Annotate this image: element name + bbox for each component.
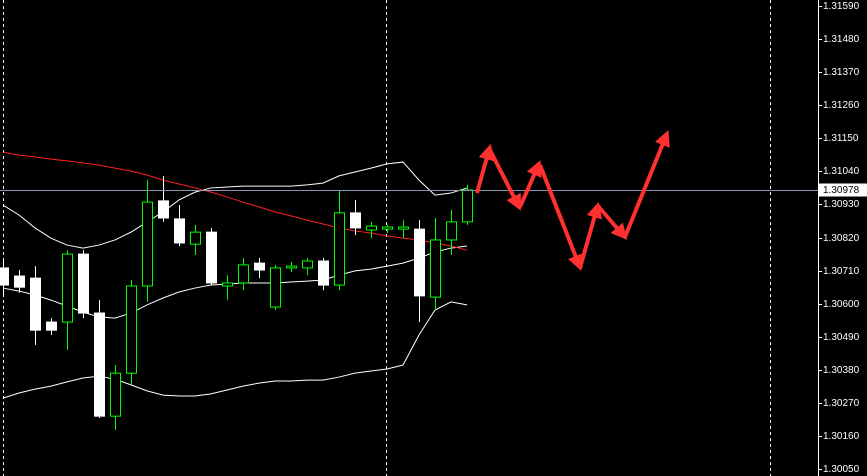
candle bbox=[46, 318, 57, 335]
candle bbox=[158, 175, 169, 222]
candle bbox=[238, 257, 249, 291]
candle bbox=[382, 224, 393, 234]
candle-body bbox=[0, 267, 9, 286]
candle-body bbox=[142, 201, 153, 287]
arrow bbox=[623, 130, 670, 238]
candle-body bbox=[366, 225, 377, 231]
y-tick-label: 1.31370 bbox=[823, 67, 860, 78]
candle bbox=[14, 270, 25, 293]
candle bbox=[78, 250, 89, 319]
candle bbox=[222, 275, 233, 301]
candle bbox=[302, 257, 313, 276]
candle bbox=[30, 266, 41, 345]
candle-body bbox=[286, 265, 297, 269]
candle-body bbox=[302, 260, 313, 269]
y-tick-label: 1.30930 bbox=[823, 199, 860, 210]
indicator-line bbox=[2, 151, 468, 251]
arrow bbox=[475, 143, 495, 194]
y-tick-label: 1.30160 bbox=[823, 431, 860, 442]
candle bbox=[446, 209, 457, 255]
candle-body bbox=[270, 267, 281, 308]
y-tick-label: 1.31040 bbox=[823, 166, 860, 177]
candle bbox=[142, 180, 153, 302]
indicator-line bbox=[2, 301, 468, 399]
candle-body bbox=[78, 253, 89, 314]
candle-body bbox=[222, 282, 233, 287]
y-tick-label: 1.30710 bbox=[823, 266, 860, 277]
candle bbox=[414, 220, 425, 323]
y-tick-label: 1.30380 bbox=[823, 365, 860, 376]
y-tick-label: 1.30270 bbox=[823, 398, 860, 409]
indicator-line bbox=[2, 161, 468, 249]
candle-body bbox=[318, 260, 329, 286]
arrow bbox=[518, 160, 542, 208]
candle bbox=[174, 205, 185, 246]
candle-body bbox=[430, 239, 441, 298]
candle bbox=[318, 257, 329, 291]
candle-body bbox=[398, 226, 409, 230]
candle bbox=[350, 199, 361, 236]
candle-body bbox=[110, 372, 121, 417]
candle bbox=[62, 250, 73, 351]
y-tick-label: 1.31590 bbox=[823, 1, 860, 12]
candle-body bbox=[350, 212, 361, 229]
y-tick-label: 1.30820 bbox=[823, 233, 860, 244]
price-label-box bbox=[819, 183, 867, 197]
y-tick-label: 1.31260 bbox=[823, 100, 860, 111]
candle-body bbox=[158, 200, 169, 219]
candle bbox=[254, 257, 265, 279]
candle bbox=[190, 224, 201, 255]
y-tick-label: 1.30600 bbox=[823, 299, 860, 310]
candle-body bbox=[206, 231, 217, 284]
candle-body bbox=[254, 262, 265, 271]
period-separators bbox=[3, 0, 771, 476]
candle-body bbox=[190, 231, 201, 245]
candle bbox=[286, 261, 297, 273]
candle-body bbox=[14, 275, 25, 288]
candle bbox=[206, 227, 217, 286]
candle-body bbox=[94, 312, 105, 417]
candle-body bbox=[334, 212, 345, 286]
arrow bbox=[538, 164, 583, 271]
arrow bbox=[578, 201, 603, 269]
forecast-arrows bbox=[475, 130, 670, 271]
candle-body bbox=[126, 285, 137, 374]
y-tick-label: 1.31150 bbox=[823, 133, 859, 144]
candle-body bbox=[446, 221, 457, 241]
candle-body bbox=[174, 218, 185, 244]
candle-body bbox=[30, 277, 41, 331]
candle-body bbox=[414, 228, 425, 297]
candle bbox=[94, 300, 105, 418]
candle bbox=[110, 365, 121, 430]
candle-body bbox=[238, 264, 249, 284]
y-tick-label: 1.31480 bbox=[823, 34, 860, 45]
arrow bbox=[596, 204, 628, 240]
candle bbox=[126, 279, 137, 385]
candle bbox=[398, 220, 409, 239]
candle-body bbox=[46, 321, 57, 331]
candle bbox=[366, 221, 377, 239]
y-axis: 1.31590 1.31480 1.31370 1.31260 1.31150 1.310… bbox=[818, 1, 867, 475]
y-tick-label: 1.30050 bbox=[823, 464, 860, 475]
price-label: 1.30978 bbox=[823, 185, 860, 196]
candle-body bbox=[382, 226, 393, 230]
candle bbox=[334, 190, 345, 291]
candle bbox=[270, 264, 281, 311]
candle bbox=[0, 260, 9, 295]
arrow bbox=[488, 149, 521, 211]
y-tick-label: 1.30490 bbox=[823, 332, 860, 343]
plot bbox=[0, 151, 818, 430]
candle bbox=[430, 218, 441, 311]
candle-body bbox=[462, 189, 473, 223]
candle-body bbox=[62, 253, 73, 323]
